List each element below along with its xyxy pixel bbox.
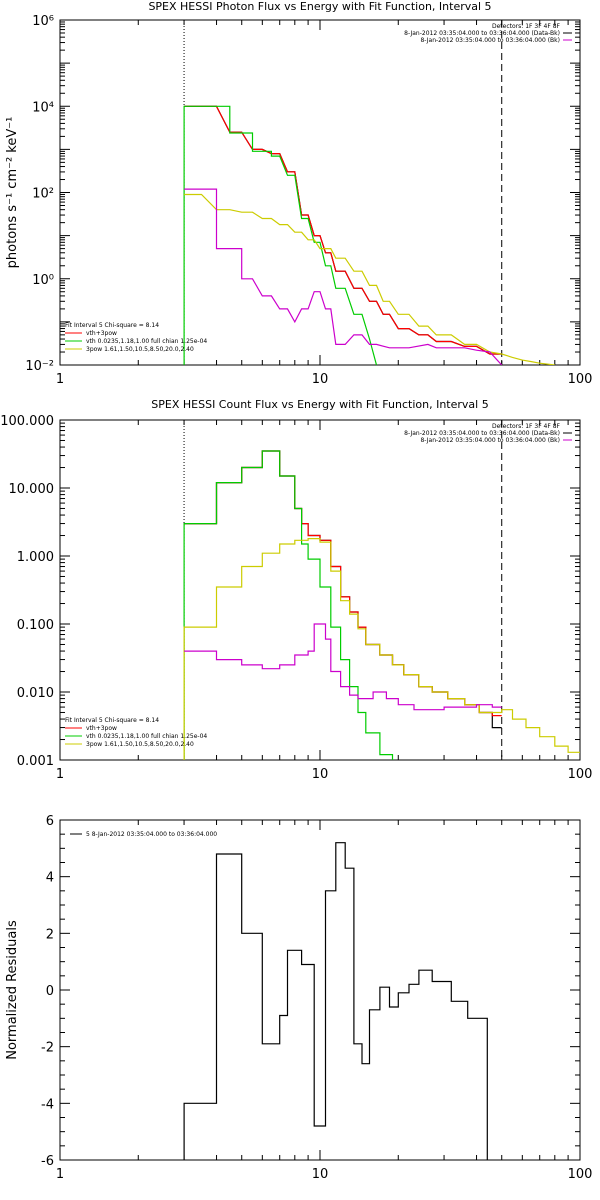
y-axis-label: Normalized Residuals: [5, 920, 20, 1060]
y-tick-label: 2: [46, 927, 54, 942]
y-tick-label: 1.000: [17, 550, 54, 565]
y-tick-label: 0.001: [17, 754, 54, 769]
y-tick-label: -4: [41, 1097, 54, 1112]
residuals-panel: 1 10 100 -6 -4 -2 0 2 4 6 Normalized Residuals 5 8-…: [5, 814, 592, 1182]
y-tick-label: -2: [41, 1041, 54, 1056]
legend-entry: 8-Jan-2012 03:35:04.000 to 03:36:04.000 …: [420, 37, 560, 44]
series-line-fit: [184, 105, 502, 355]
series-line-3pow: [183, 537, 580, 760]
legend-entry: 3pow 1.61,1.50,10.5,8.50,20.0,2.40: [86, 741, 194, 748]
legend-entry: Detectors: 1F 3F 4F 8F: [492, 423, 561, 430]
photon-flux-panel: SPEX HESSI Photon Flux vs Energy with Fi…: [5, 0, 592, 387]
x-tick-label: 1: [56, 372, 64, 387]
plot-frame: [59, 819, 581, 1161]
legend-entry: 5 8-Jan-2012 03:35:04.000 to 03:36:04.00…: [86, 831, 217, 838]
series-line-vth: [183, 450, 394, 760]
x-tick-label: 10: [312, 1167, 329, 1182]
series-line-residuals: [183, 842, 488, 1160]
x-tick-label: 10: [312, 767, 329, 782]
x-tick-label: 1: [56, 767, 64, 782]
chart-title: SPEX HESSI Photon Flux vs Energy with Fi…: [148, 0, 491, 13]
legend-entry: vth+3pow: [86, 725, 117, 732]
y-tick-label: 10⁶: [32, 14, 54, 29]
series-line-data: [184, 105, 502, 355]
plot-frame: [59, 19, 581, 366]
legend-entry: Fit Interval 5 Chi-square = 8.14: [65, 717, 159, 724]
legend-entry: 8-Jan-2012 03:35:04.000 to 03:36:04.000 …: [404, 430, 560, 437]
y-tick-label: 10⁻²: [25, 359, 54, 374]
y-tick-label: 0: [46, 984, 54, 999]
x-tick-label: 100: [568, 1167, 593, 1182]
legend-entry: vth 0.0235,1.18,1.00 full chian 1.25e-04: [86, 338, 207, 345]
legend-entry: 8-Jan-2012 03:35:04.000 to 03:36:04.000 …: [420, 437, 560, 444]
y-tick-label: 0.100: [17, 618, 54, 633]
legend-entry: 8-Jan-2012 03:35:04.000 to 03:36:04.000 …: [404, 30, 560, 37]
x-tick-label: 1: [56, 1167, 64, 1182]
x-tick-label: 100: [568, 372, 593, 387]
y-tick-label: 10⁴: [32, 100, 54, 115]
legend-entry: 3pow 1.61,1.50,10.5,8.50,20.0,2.40: [86, 346, 194, 353]
count-flux-panel: SPEX HESSI Count Flux vs Energy with Fit…: [0, 398, 592, 782]
legend-entry: Fit Interval 5 Chi-square = 8.14: [65, 322, 159, 329]
y-tick-label: 6: [46, 814, 54, 829]
y-axis-label: photons s⁻¹ cm⁻² keV⁻¹: [5, 117, 20, 269]
series-line-bk: [184, 623, 502, 711]
series-line-fit: [184, 450, 502, 717]
chart-title: SPEX HESSI Count Flux vs Energy with Fit…: [151, 398, 488, 411]
y-tick-label: -6: [41, 1154, 54, 1169]
y-tick-label: 10.000: [9, 482, 55, 497]
y-tick-label: 10⁰: [32, 273, 54, 288]
x-tick-label: 100: [568, 767, 593, 782]
series-line-3pow: [184, 193, 555, 365]
y-tick-label: 10²: [32, 187, 54, 202]
legend-entry: vth+3pow: [86, 330, 117, 337]
y-tick-label: 100.000: [0, 414, 54, 429]
y-tick-label: 0.010: [17, 686, 54, 701]
series-line-bk: [184, 188, 503, 365]
series-line-vth: [183, 105, 378, 365]
x-tick-label: 10: [312, 372, 329, 387]
legend-entry: Detectors: 1F 3F 4F 8F: [492, 23, 561, 30]
legend-entry: vth 0.0235,1.18,1.00 full chian 1.25e-04: [86, 733, 207, 740]
y-tick-label: 4: [46, 871, 54, 886]
